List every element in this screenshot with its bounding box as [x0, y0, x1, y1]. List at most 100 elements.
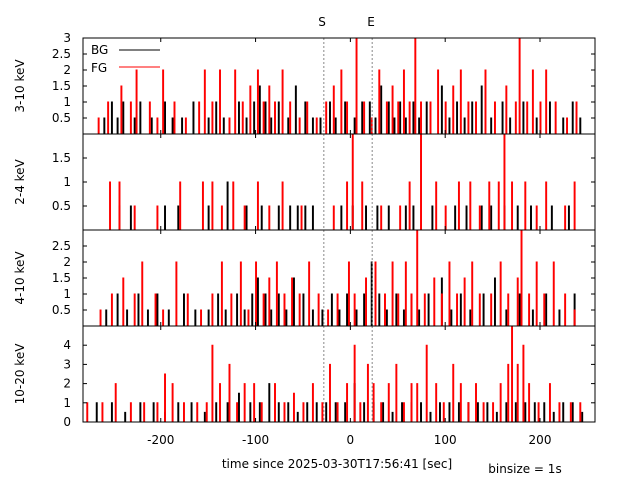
- bin-fg: [524, 181, 527, 230]
- bin-fg: [372, 383, 375, 422]
- bin-fg: [537, 402, 540, 422]
- bin-bg: [296, 205, 299, 230]
- bin-fg: [300, 205, 303, 230]
- bin-bg: [183, 293, 185, 326]
- bin-fg: [332, 85, 335, 134]
- bin-bg: [469, 309, 472, 326]
- bin-bg: [376, 205, 379, 230]
- x-tick-label: 200: [529, 433, 552, 447]
- y-tick-label: 1.5: [52, 151, 71, 165]
- bin-bg: [418, 117, 421, 134]
- bin-fg: [457, 181, 460, 230]
- bin-bg: [256, 277, 259, 326]
- bin-fg: [302, 402, 305, 422]
- bin-fg: [211, 293, 214, 326]
- bin-fg: [425, 344, 428, 422]
- bin-bg: [156, 293, 159, 326]
- bin-fg: [475, 101, 477, 134]
- bin-bg: [562, 402, 565, 422]
- series-bg-panel-2: [118, 181, 570, 230]
- bin-fg: [243, 205, 246, 230]
- panels-group: 0.5 1 1.5 2 2.5 3 3-10 keV 0.5 1 1.5 2-4 keV 0.5 1 1.…: [13, 31, 596, 447]
- bin-fg: [416, 229, 419, 326]
- bin-fg: [283, 293, 286, 326]
- bin-bg: [110, 402, 113, 422]
- bin-fg: [211, 181, 214, 230]
- bin-fg: [203, 69, 206, 134]
- bin-bg: [330, 293, 333, 326]
- bin-bg: [522, 101, 525, 134]
- bin-fg: [516, 277, 519, 326]
- bin-bg: [237, 101, 240, 134]
- bin-fg: [552, 261, 555, 326]
- bin-fg: [575, 101, 578, 134]
- bin-bg: [486, 402, 489, 422]
- y-tick-label: 2.5: [52, 239, 71, 253]
- legend-label-fg: FG: [91, 61, 107, 75]
- bin-bg: [126, 309, 129, 326]
- bin-bg: [129, 205, 132, 230]
- bin-bg: [258, 85, 261, 134]
- bin-fg: [478, 205, 481, 230]
- series-fg-panel-2: [109, 133, 576, 230]
- bin-bg: [285, 309, 288, 326]
- bin-bg: [116, 293, 119, 326]
- bin-bg: [110, 101, 113, 134]
- bin-fg: [196, 402, 199, 422]
- bin-bg: [190, 402, 193, 422]
- bin-fg: [414, 37, 417, 134]
- bin-bg: [289, 205, 292, 230]
- series-fg-panel-3: [99, 229, 576, 326]
- bin-bg: [245, 117, 248, 134]
- bin-bg: [222, 117, 225, 134]
- bin-fg: [361, 181, 364, 230]
- bin-fg: [162, 309, 165, 326]
- x-axis-label: time since 2025-03-30T17:56:41 [sec]: [222, 457, 452, 471]
- bin-fg: [511, 181, 514, 230]
- y-tick-label: 2: [63, 377, 71, 391]
- bin-fg: [531, 69, 534, 134]
- bin-bg: [550, 205, 553, 230]
- bin-fg: [183, 402, 185, 422]
- bin-fg: [86, 402, 89, 422]
- bin-fg: [410, 293, 413, 326]
- bin-bg: [344, 101, 347, 134]
- bin-fg: [391, 85, 394, 134]
- bin-fg: [526, 101, 529, 134]
- bin-bg: [103, 117, 106, 134]
- bin-fg: [321, 402, 324, 422]
- series-fg-panel-1: [97, 37, 578, 134]
- bin-fg: [274, 383, 276, 422]
- bin-fg: [239, 261, 242, 326]
- y-tick-label: 2.5: [52, 47, 71, 61]
- bin-bg: [236, 293, 239, 326]
- y-tick-label: 1: [63, 175, 71, 189]
- bin-bg: [363, 293, 366, 326]
- bin-fg: [429, 101, 432, 134]
- end-marker-label: E: [367, 15, 375, 29]
- bin-bg: [340, 205, 343, 230]
- bin-fg: [186, 293, 189, 326]
- bin-bg: [567, 205, 570, 230]
- bin-bg: [152, 402, 155, 422]
- bin-fg: [402, 69, 405, 134]
- bin-fg: [490, 293, 493, 326]
- bin-bg: [380, 85, 383, 134]
- bin-bg: [164, 101, 166, 134]
- bin-bg: [480, 85, 483, 134]
- y-tick-label: 1.5: [52, 79, 71, 93]
- bin-bg: [385, 309, 388, 326]
- bin-bg: [514, 402, 517, 422]
- bin-bg: [133, 117, 136, 134]
- bin-fg: [200, 309, 203, 326]
- y-tick-label: 1.5: [52, 271, 71, 285]
- bin-fg: [511, 325, 514, 422]
- bin-bg: [258, 402, 261, 422]
- bin-bg: [311, 309, 314, 326]
- panel-2: 0.5 1 1.5 2-4 keV: [13, 133, 596, 231]
- bin-bg: [164, 205, 166, 230]
- bin-bg: [304, 101, 307, 134]
- bin-fg: [283, 402, 286, 422]
- bin-bg: [243, 309, 246, 326]
